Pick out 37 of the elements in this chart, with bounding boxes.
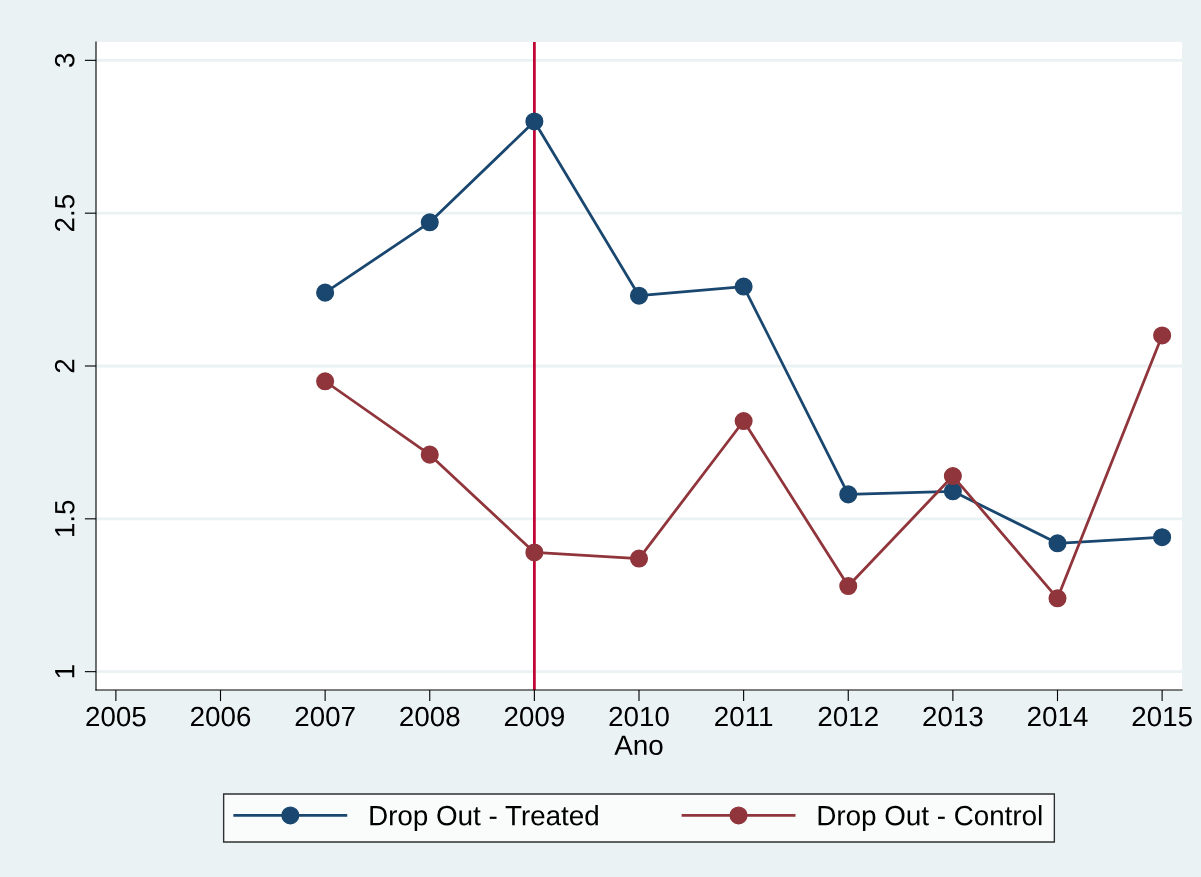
point	[525, 543, 544, 562]
y-tick-label: 2	[54, 359, 75, 373]
point	[316, 283, 335, 302]
point	[629, 549, 649, 568]
point	[1048, 589, 1067, 608]
point	[734, 277, 753, 296]
y-tick-label: 1.5	[55, 500, 75, 537]
point	[525, 112, 544, 131]
x-tick-label: 2014	[1028, 706, 1088, 727]
point	[420, 213, 439, 232]
x-tick-label: 2012	[818, 706, 878, 727]
x-tick-label: 2011	[715, 706, 773, 727]
point	[734, 411, 753, 431]
x-axis-title: Ano	[614, 735, 663, 756]
point	[316, 372, 335, 391]
point	[1153, 528, 1172, 547]
point	[839, 577, 858, 596]
x-tick-label: 2007	[295, 706, 355, 727]
point	[629, 286, 649, 305]
y-tick-label: 2.5	[54, 195, 75, 232]
legend-label: Drop Out - Treated	[370, 805, 598, 831]
point	[1153, 326, 1172, 345]
point	[839, 485, 858, 504]
x-tick-label: 2010	[609, 706, 669, 727]
point	[943, 467, 962, 486]
point	[420, 445, 439, 464]
point	[943, 482, 962, 501]
y-tick-label: 3	[54, 53, 75, 67]
y-tick-label: 1	[55, 665, 75, 678]
x-tick-label: 2009	[504, 706, 564, 727]
x-tick-label: 2015	[1132, 706, 1192, 727]
x-tick-label: 2006	[191, 706, 251, 727]
x-tick-label: 2005	[86, 706, 146, 727]
x-tick-label: 2008	[400, 706, 460, 727]
legend-label: Drop Out - Control	[818, 805, 1042, 831]
x-tick-label: 2013	[923, 706, 983, 727]
point	[1048, 534, 1067, 553]
